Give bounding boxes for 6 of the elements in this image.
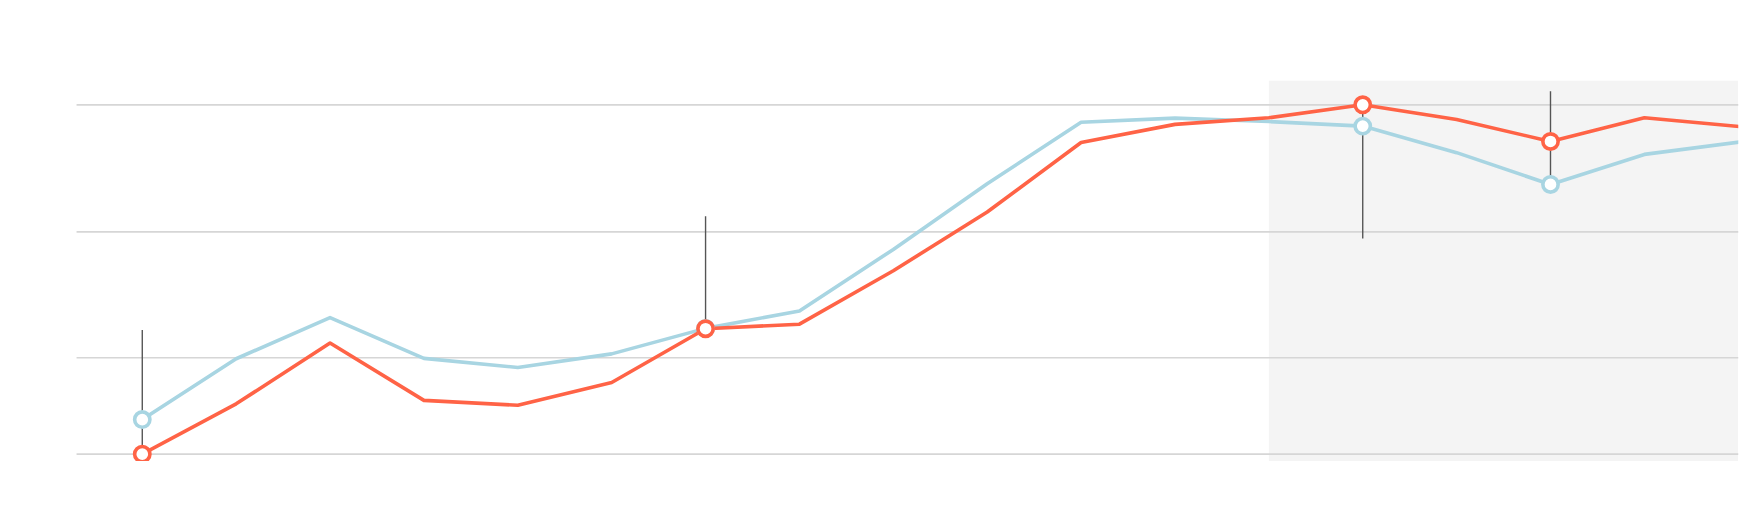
point [132, 410, 152, 429]
point [132, 444, 152, 462]
point [1541, 132, 1560, 151]
point [1541, 175, 1560, 194]
point [1353, 116, 1373, 136]
point [1353, 95, 1373, 115]
